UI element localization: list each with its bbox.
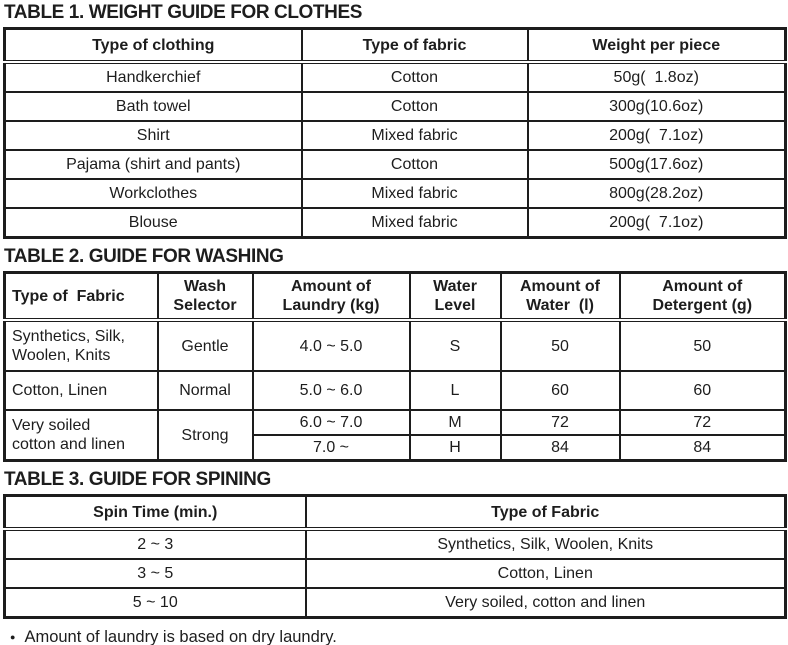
cell-detergent: 84	[618, 434, 787, 462]
table2-header-water: Amount of Water (l)	[499, 271, 621, 322]
cell-clothing: Handkerchief	[3, 61, 303, 93]
table-row: Pajama (shirt and pants) Cotton 500g(17.…	[3, 149, 787, 180]
cell-fabric: Very soiled cotton and linen	[3, 409, 159, 462]
table2-header-laundry: Amount of Laundry (kg)	[251, 271, 411, 322]
table1-header-fabric: Type of fabric	[300, 27, 529, 64]
table-row: 5 ~ 10 Very soiled, cotton and linen	[3, 587, 787, 619]
table1-header-row: Type of clothing Type of fabric Weight p…	[3, 27, 787, 64]
table-row: Blouse Mixed fabric 200g( 7.1oz)	[3, 207, 787, 239]
cell-selector: Normal	[156, 370, 254, 411]
table3-header-spin-time: Spin Time (min.)	[3, 494, 307, 531]
cell-spin-time: 5 ~ 10	[3, 587, 307, 619]
cell-water: 60	[499, 370, 621, 411]
cell-laundry: 7.0 ~	[251, 434, 411, 462]
table2-header-row: Type of Fabric Wash Selector Amount of L…	[3, 271, 787, 322]
cell-level: M	[408, 409, 502, 436]
cell-clothing: Shirt	[3, 120, 303, 151]
footnotes: ● Amount of laundry is based on dry laun…	[5, 627, 785, 645]
table2-header-detergent: Amount of Detergent (g)	[618, 271, 787, 322]
cell-weight: 800g(28.2oz)	[526, 178, 787, 209]
cell-laundry: 4.0 ~ 5.0	[251, 319, 411, 372]
cell-spin-time: 3 ~ 5	[3, 558, 307, 589]
cell-fabric: Cotton	[300, 149, 529, 180]
cell-level: L	[408, 370, 502, 411]
cell-spin-time: 2 ~ 3	[3, 528, 307, 560]
cell-fabric: Very soiled, cotton and linen	[304, 587, 787, 619]
cell-detergent: 72	[618, 409, 787, 436]
cell-fabric: Mixed fabric	[300, 120, 529, 151]
table-row: 3 ~ 5 Cotton, Linen	[3, 558, 787, 589]
table-row: Workclothes Mixed fabric 800g(28.2oz)	[3, 178, 787, 209]
table2-title: TABLE 2. GUIDE FOR WASHING	[4, 246, 284, 267]
cell-clothing: Workclothes	[3, 178, 303, 209]
cell-detergent: 50	[618, 319, 787, 372]
cell-fabric: Mixed fabric	[300, 207, 529, 239]
cell-laundry: 6.0 ~ 7.0	[251, 409, 411, 436]
cell-water: 50	[499, 319, 621, 372]
table2-header-selector: Wash Selector	[156, 271, 254, 322]
table-row: Shirt Mixed fabric 200g( 7.1oz)	[3, 120, 787, 151]
table-row: Very soiled cotton and linen Strong 6.0 …	[3, 409, 787, 462]
table3-title: TABLE 3. GUIDE FOR SPINING	[4, 469, 271, 490]
weight-guide-table: Type of clothing Type of fabric Weight p…	[3, 27, 787, 239]
table1-header-clothing: Type of clothing	[3, 27, 303, 64]
cell-clothing: Blouse	[3, 207, 303, 239]
cell-water: 84	[499, 434, 621, 462]
bullet-icon: ●	[10, 632, 16, 642]
cell-fabric: Synthetics, Silk, Woolen, Knits	[3, 319, 159, 372]
cell-weight: 200g( 7.1oz)	[526, 207, 787, 239]
cell-weight: 50g( 1.8oz)	[526, 61, 787, 93]
cell-weight: 300g(10.6oz)	[526, 91, 787, 122]
table2-header-level: Water Level	[408, 271, 502, 322]
table-row: Bath towel Cotton 300g(10.6oz)	[3, 91, 787, 122]
spinning-guide-table: Spin Time (min.) Type of Fabric 2 ~ 3 Sy…	[3, 494, 787, 619]
cell-fabric: Cotton	[300, 91, 529, 122]
cell-selector: Strong	[156, 409, 254, 462]
note-text: Amount of laundry is based on dry laundr…	[24, 628, 337, 645]
table3-header-fabric: Type of Fabric	[304, 494, 787, 531]
cell-water: 72	[499, 409, 621, 436]
cell-fabric: Cotton	[300, 61, 529, 93]
table-row: 2 ~ 3 Synthetics, Silk, Woolen, Knits	[3, 528, 787, 560]
table1-header-weight: Weight per piece	[526, 27, 787, 64]
cell-fabric: Cotton, Linen	[304, 558, 787, 589]
cell-fabric: Synthetics, Silk, Woolen, Knits	[304, 528, 787, 560]
cell-weight: 200g( 7.1oz)	[526, 120, 787, 151]
cell-level: H	[408, 434, 502, 462]
table2-header-fabric: Type of Fabric	[3, 271, 159, 322]
table-row: Cotton, Linen Normal 5.0 ~ 6.0 L 60 60	[3, 370, 787, 411]
cell-laundry: 5.0 ~ 6.0	[251, 370, 411, 411]
cell-clothing: Bath towel	[3, 91, 303, 122]
table-row: Handkerchief Cotton 50g( 1.8oz)	[3, 61, 787, 93]
table1-title: TABLE 1. WEIGHT GUIDE FOR CLOTHES	[4, 2, 363, 23]
cell-level: S	[408, 319, 502, 372]
cell-fabric: Cotton, Linen	[3, 370, 159, 411]
table3-header-row: Spin Time (min.) Type of Fabric	[3, 494, 787, 531]
washing-guide-table: Type of Fabric Wash Selector Amount of L…	[3, 271, 787, 462]
cell-fabric: Mixed fabric	[300, 178, 529, 209]
table-row: 7.0 ~ H 84 84	[5, 434, 787, 462]
cell-selector: Gentle	[156, 319, 254, 372]
note-item: ● Amount of laundry is based on dry laun…	[5, 627, 785, 645]
table-row: Synthetics, Silk, Woolen, Knits Gentle 4…	[3, 319, 787, 372]
cell-clothing: Pajama (shirt and pants)	[3, 149, 303, 180]
cell-detergent: 60	[618, 370, 787, 411]
cell-weight: 500g(17.6oz)	[526, 149, 787, 180]
